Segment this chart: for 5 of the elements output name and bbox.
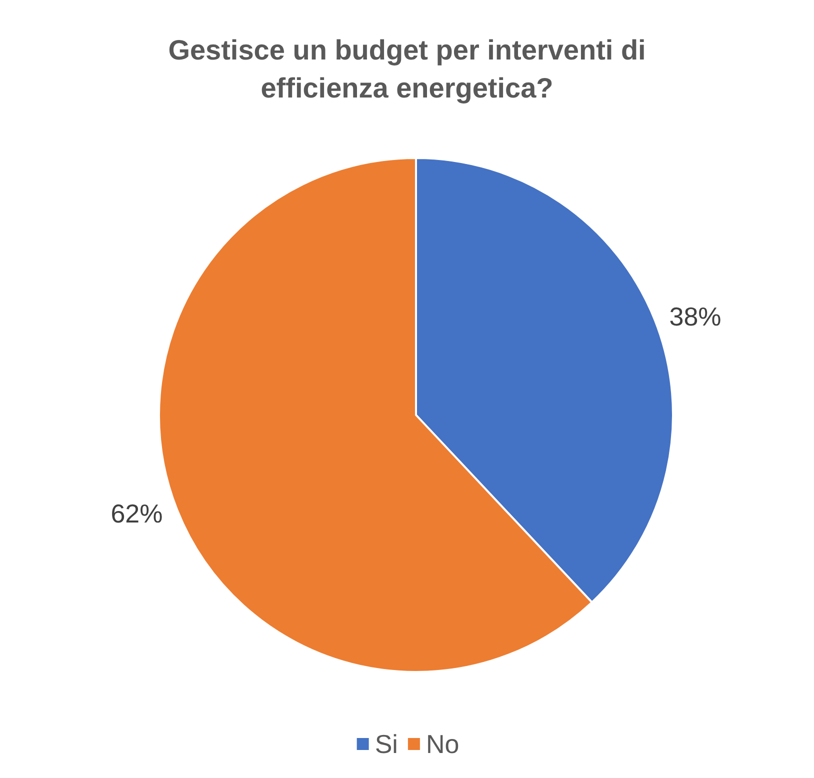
legend-label: No [426,729,460,759]
data-label: 62% [110,498,163,528]
legend-label: Si [374,729,398,759]
chart-title: Gestisce un budget per interventi di efficienza energetica? [168,34,646,104]
data-label: 38% [669,302,722,332]
